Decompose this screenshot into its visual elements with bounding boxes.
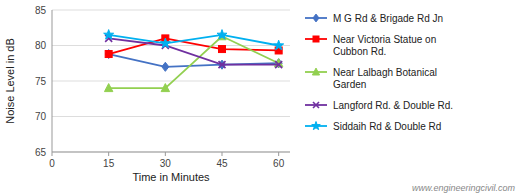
- legend-label-line: Cubbon Rd.: [333, 46, 386, 57]
- point: [160, 38, 170, 48]
- point: [274, 40, 284, 50]
- y-tick-label: 70: [35, 111, 47, 122]
- grid-line: [52, 45, 290, 46]
- x-tick: [108, 152, 109, 156]
- legend-marker: [312, 68, 319, 75]
- legend-marker: [313, 14, 319, 22]
- point: [104, 84, 112, 92]
- point: [105, 49, 112, 58]
- point: [104, 30, 114, 39]
- point: [219, 61, 226, 68]
- y-axis-label: Noise Level in dB: [4, 38, 16, 124]
- legend: M G Rd & Brigade Rd Jn Near Victoria Stat…: [305, 13, 453, 132]
- x-tick-label: 15: [103, 158, 115, 169]
- grid-line: [52, 10, 290, 11]
- plot-area: [104, 30, 284, 92]
- legend-label-line: Near Victoria Statue on: [333, 34, 436, 45]
- x-tick-label: 0: [49, 158, 55, 169]
- series-line: [109, 35, 279, 46]
- series-line: [109, 36, 279, 88]
- point: [219, 46, 226, 53]
- y-tick-label: 85: [35, 5, 47, 16]
- x-tick-label: 60: [273, 158, 285, 169]
- legend-label-line: Siddaih Rd & Double Rd: [333, 121, 441, 132]
- grid-line: [52, 152, 290, 153]
- x-tick: [165, 152, 166, 156]
- point: [162, 62, 169, 71]
- x-axis: [52, 152, 290, 153]
- y-tick-label: 80: [35, 40, 47, 51]
- chart: 65 70 75 80 85 0 15 30 45 60 Time in Minutes Noise …: [0, 0, 520, 195]
- grid-line: [52, 116, 290, 117]
- x-tick: [52, 152, 53, 156]
- y-tick-label: 75: [35, 76, 47, 87]
- y-axis: [52, 10, 53, 152]
- x-tick-label: 45: [216, 158, 228, 169]
- legend-label: Siddaih Rd & Double Rd: [333, 121, 441, 132]
- legend-label-line: Garden: [333, 79, 366, 90]
- watermark: www.engineeringcivil.com: [412, 183, 516, 193]
- legend-label: Langford Rd. & Double Rd.: [333, 100, 453, 111]
- point: [275, 61, 282, 68]
- point: [275, 59, 282, 68]
- series-line: [109, 38, 279, 64]
- point: [105, 51, 112, 58]
- grid-line: [52, 81, 290, 82]
- legend-marker: [313, 36, 319, 42]
- legend-label: M G Rd & Brigade Rd Jn: [333, 13, 443, 24]
- legend-label-line: M G Rd & Brigade Rd Jn: [333, 13, 443, 24]
- legend-label: Near Victoria Statue onCubbon Rd.: [333, 34, 436, 57]
- legend-label-line: Near Lalbagh Botanical: [333, 67, 437, 78]
- point: [217, 30, 227, 39]
- y-tick-label: 65: [35, 147, 47, 158]
- legend-marker: [312, 122, 321, 130]
- x-tick-label: 30: [160, 158, 172, 169]
- legend-label: Near Lalbagh BotanicalGarden: [333, 67, 437, 90]
- x-tick: [222, 152, 223, 156]
- point: [161, 84, 169, 92]
- x-axis-label: Time in Minutes: [132, 171, 210, 183]
- legend-marker: [313, 102, 319, 108]
- x-tick: [278, 152, 279, 156]
- legend-label-line: Langford Rd. & Double Rd.: [333, 100, 453, 111]
